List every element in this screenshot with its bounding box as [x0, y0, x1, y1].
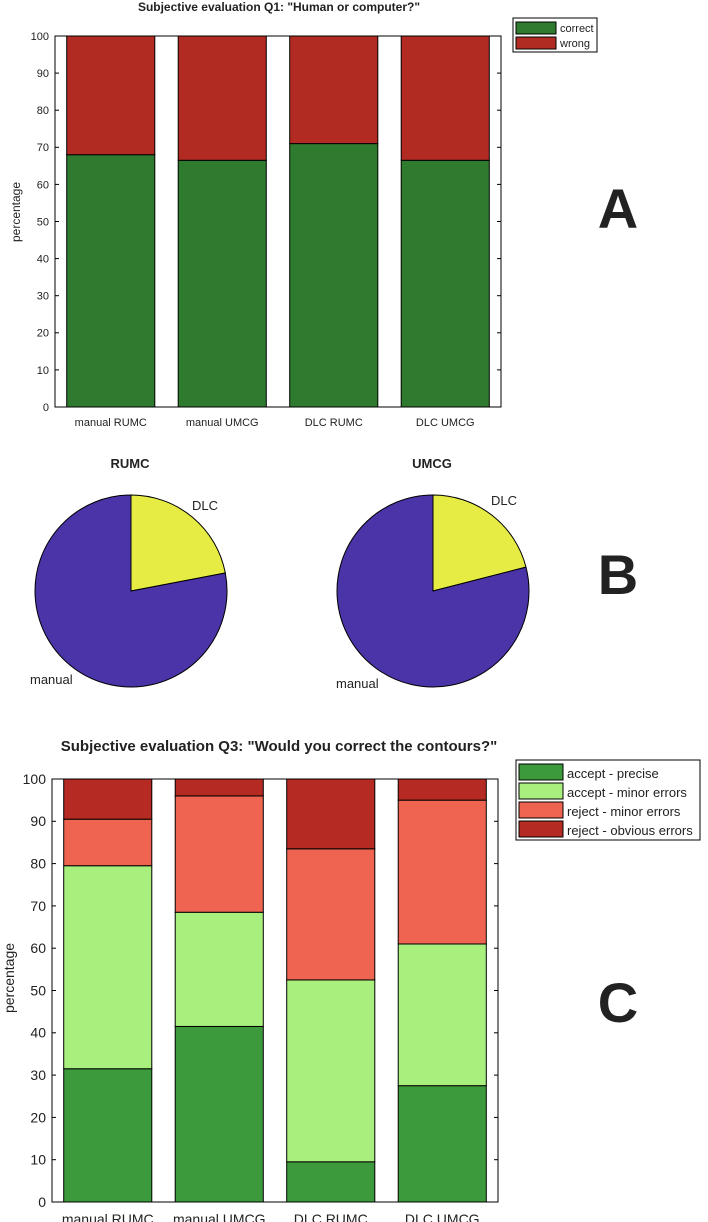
bar-correct-3: [289, 143, 379, 408]
y-tick-label: 10: [37, 365, 49, 377]
bar-accept-precise-4: [397, 1085, 487, 1203]
bar-reject-obvious-errors-4: [397, 778, 487, 801]
y-tick-label: 60: [37, 179, 49, 191]
y-tick-label: 60: [30, 940, 46, 956]
y-tick-label: 80: [30, 856, 46, 872]
chart-c-title: Subjective evaluation Q3: "Would you cor…: [61, 738, 498, 755]
bar-reject-minor-errors-3: [286, 848, 376, 981]
x-tick-label: DLC RUMC: [305, 417, 363, 429]
y-tick-label: 30: [30, 1067, 46, 1083]
bar-accept-precise-3: [286, 1161, 376, 1203]
legend-label: accept - precise: [567, 766, 659, 781]
y-tick-label: 70: [37, 142, 49, 154]
bar-reject-minor-errors-1: [63, 818, 153, 867]
legend-swatch: [518, 801, 564, 819]
y-tick-label: 40: [30, 1025, 46, 1041]
legend-swatch: [518, 782, 564, 800]
x-tick-label: manual UMCG: [173, 1211, 266, 1222]
pie-label-manual: manual: [30, 672, 73, 687]
x-tick-label: DLC UMCG: [416, 417, 475, 429]
chart-a-title: Subjective evaluation Q1: "Human or comp…: [138, 0, 420, 14]
legend-swatch: [518, 820, 564, 838]
bar-reject-obvious-errors-1: [63, 778, 153, 820]
y-tick-label: 10: [30, 1152, 46, 1168]
y-tick-label: 40: [37, 253, 49, 265]
chart-c-ylabel: percentage: [1, 943, 17, 1013]
x-tick-label: DLC UMCG: [405, 1211, 480, 1222]
panel-label-b: B: [598, 543, 638, 606]
x-tick-label: manual RUMC: [75, 417, 147, 429]
pie-slice-manual: [336, 494, 530, 688]
y-tick-label: 0: [43, 402, 49, 414]
y-tick-label: 100: [23, 771, 47, 787]
legend-label: correct: [560, 23, 594, 35]
pie-rumc: RUMC DLC manual: [30, 456, 228, 688]
pie-umcg: UMCG DLC manual: [336, 456, 530, 691]
y-tick-label: 90: [30, 813, 46, 829]
bar-accept-minor-errors-4: [397, 943, 487, 1087]
x-tick-label: manual RUMC: [62, 1211, 154, 1222]
bar-correct-1: [66, 154, 156, 408]
chart-a-ylabel: percentage: [9, 182, 23, 242]
pie-rumc-title: RUMC: [111, 456, 151, 471]
legend-label: reject - minor errors: [567, 804, 681, 819]
y-tick-label: 90: [37, 68, 49, 80]
y-tick-label: 50: [30, 982, 46, 998]
pie-slice-dlc: [432, 494, 527, 592]
pie-label-dlc: DLC: [491, 493, 517, 508]
y-tick-label: 70: [30, 898, 46, 914]
x-tick-label: DLC RUMC: [294, 1211, 368, 1222]
legend-label: wrong: [559, 38, 590, 50]
legend-swatch: [515, 21, 557, 35]
panel-label-c: C: [598, 971, 638, 1034]
bar-accept-minor-errors-3: [286, 979, 376, 1163]
bar-accept-minor-errors-1: [63, 865, 153, 1070]
pie-label-manual: manual: [336, 676, 379, 691]
bar-reject-minor-errors-4: [397, 799, 487, 945]
bar-reject-minor-errors-2: [174, 795, 264, 913]
y-tick-label: 20: [30, 1109, 46, 1125]
bar-correct-2: [177, 159, 267, 408]
pie-umcg-title: UMCG: [412, 456, 452, 471]
legend-swatch: [518, 763, 564, 781]
bar-reject-obvious-errors-2: [174, 778, 264, 797]
y-tick-label: 100: [31, 31, 49, 43]
panel-label-a: A: [598, 177, 638, 240]
legend-label: reject - obvious errors: [567, 823, 693, 838]
bar-reject-obvious-errors-3: [286, 778, 376, 850]
bar-accept-precise-2: [174, 1025, 264, 1203]
x-tick-label: manual UMCG: [186, 417, 259, 429]
bar-wrong-3: [289, 35, 379, 145]
y-tick-label: 0: [38, 1194, 46, 1210]
chart-c: Subjective evaluation Q3: "Would you cor…: [1, 738, 701, 1222]
legend-swatch: [515, 36, 557, 50]
y-tick-label: 80: [37, 105, 49, 117]
legend-label: accept - minor errors: [567, 785, 687, 800]
pie-slice-dlc: [130, 494, 226, 592]
bar-wrong-4: [400, 35, 490, 161]
bar-wrong-1: [66, 35, 156, 156]
bar-accept-minor-errors-2: [174, 911, 264, 1027]
y-tick-label: 30: [37, 291, 49, 303]
y-tick-label: 50: [37, 216, 49, 228]
bar-wrong-2: [177, 35, 267, 161]
pie-slice-manual: [34, 494, 228, 688]
y-tick-label: 20: [37, 328, 49, 340]
pie-label-dlc: DLC: [192, 498, 218, 513]
chart-a: Subjective evaluation Q1: "Human or comp…: [9, 0, 598, 429]
bar-correct-4: [400, 159, 490, 408]
bar-accept-precise-1: [63, 1068, 153, 1203]
